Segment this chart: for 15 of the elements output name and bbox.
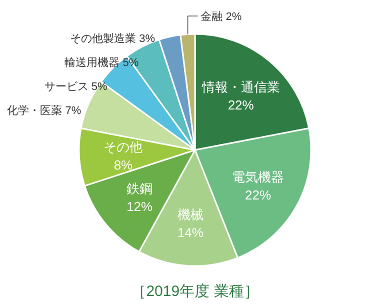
data-label: 22% (228, 98, 254, 113)
slice-label: 金融 2% (200, 11, 242, 23)
data-label: 14% (177, 224, 204, 240)
slice-label: 情報・通信業 (200, 80, 280, 95)
slice-label: 機械 (177, 206, 204, 222)
data-label: 22% (245, 188, 272, 203)
slice-label: 電気機器 (232, 170, 284, 185)
slice-label: その他製造業 3% (70, 32, 156, 45)
slice-label: 化学・医薬 7% (7, 104, 82, 117)
text: ［2019年度 業種］ (131, 283, 259, 300)
slice-label: サービス 5% (44, 81, 108, 93)
data-label: 12% (126, 198, 154, 214)
slice-label: 鉄鋼 (126, 180, 153, 196)
slice-label: その他 (104, 140, 143, 155)
data-label: 8% (114, 158, 134, 173)
